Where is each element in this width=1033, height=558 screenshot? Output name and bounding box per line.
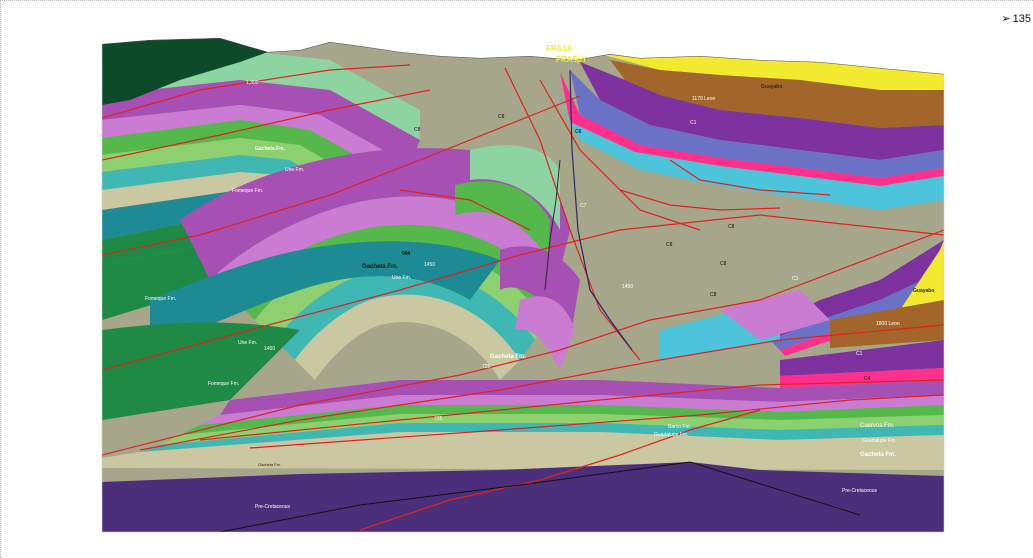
label-leon-right: 1800 Leon	[876, 321, 900, 327]
well-label-fra1x: FRA1X	[546, 44, 573, 53]
label-value-1450c: 1450	[622, 284, 633, 290]
label-c8-a: C8	[414, 127, 421, 133]
label-c6-well: C6	[575, 129, 582, 135]
fault-lines	[102, 64, 944, 531]
label-value-994: 994	[402, 251, 411, 257]
label-pre-cretaceous-right: Pre-Cretaceous	[842, 488, 878, 494]
label-pre-cretaceous-left: Pre-Cretaceous	[255, 504, 291, 510]
arrow-right-icon: ➢	[1001, 13, 1011, 25]
page-number: 135	[1012, 13, 1031, 25]
label-guayabo-top: Guayabo	[761, 84, 782, 90]
formation-labels: FRA1X FRA5pY Gacheta Fm. Gacheta Fm. Gac…	[145, 44, 934, 510]
label-value-725b: 725	[482, 364, 491, 370]
lower-parallel-bands	[102, 380, 944, 470]
label-c8-b: C8	[498, 114, 505, 120]
label-gacheta-left: Gacheta Fm.	[255, 146, 286, 152]
label-guayabo-right: Guayabo	[913, 288, 934, 294]
label-une-center: Une Fm.	[392, 275, 411, 281]
label-guadalupe-center: Guadalupe Fm.	[654, 432, 688, 438]
label-fomeque-top: Fomeque Fm.	[232, 188, 263, 194]
label-fomeque-lower: Fomeque Fm.	[208, 381, 239, 387]
label-c8-d: C8	[720, 261, 727, 267]
well-trajectory	[544, 69, 633, 351]
basement-lines	[219, 461, 861, 532]
label-value-1450b: 1450	[264, 346, 275, 352]
label-barco-center: Barco Fm.	[668, 424, 691, 430]
well-label-fra5py: FRA5pY	[556, 55, 588, 64]
label-une-left: Une Fm.	[285, 167, 304, 173]
label-value-1450: 1450	[424, 262, 435, 268]
label-une-lower: Une Fm.	[238, 340, 257, 346]
label-leon-top: 1170 Leon	[692, 96, 715, 102]
section-frame	[101, 44, 945, 533]
label-value-725: 725	[434, 416, 443, 422]
label-c1-b: C1	[792, 276, 799, 282]
page-edge-top	[0, 0, 1033, 7]
page-reference: ➢ 135	[1001, 12, 1031, 25]
page-edge-left	[0, 0, 7, 558]
central-fold-bands	[102, 148, 570, 420]
label-fomeque-left: Fomeque Fm.	[145, 296, 176, 302]
label-gacheta-low: Gacheta Fm.	[258, 462, 281, 467]
inner-fold-bands	[455, 145, 580, 370]
label-c7-a: C7	[580, 203, 587, 209]
right-dipping-bands	[545, 54, 944, 210]
label-guadalupe-right: Guadalupe Fm.	[862, 438, 896, 444]
top-left-cap	[102, 38, 268, 105]
label-c8-e: C8	[666, 242, 673, 248]
label-value-1300: 1,300	[246, 80, 259, 86]
label-gacheta-center: Gacheta Fm.	[490, 354, 526, 360]
label-c1-a: C1	[690, 120, 697, 126]
label-c1-c: C1	[856, 351, 863, 357]
label-gacheta-main: Gacheta Fm.	[362, 264, 398, 270]
label-c4-a: C4	[864, 376, 871, 382]
label-c8-f: C8	[710, 292, 717, 298]
label-cuervos-right: Cuervos Fm.	[860, 423, 895, 429]
topographic-surface	[102, 38, 944, 75]
label-c8-c: C8	[728, 224, 735, 230]
label-gacheta-right: Gacheta Fm.	[860, 452, 896, 458]
